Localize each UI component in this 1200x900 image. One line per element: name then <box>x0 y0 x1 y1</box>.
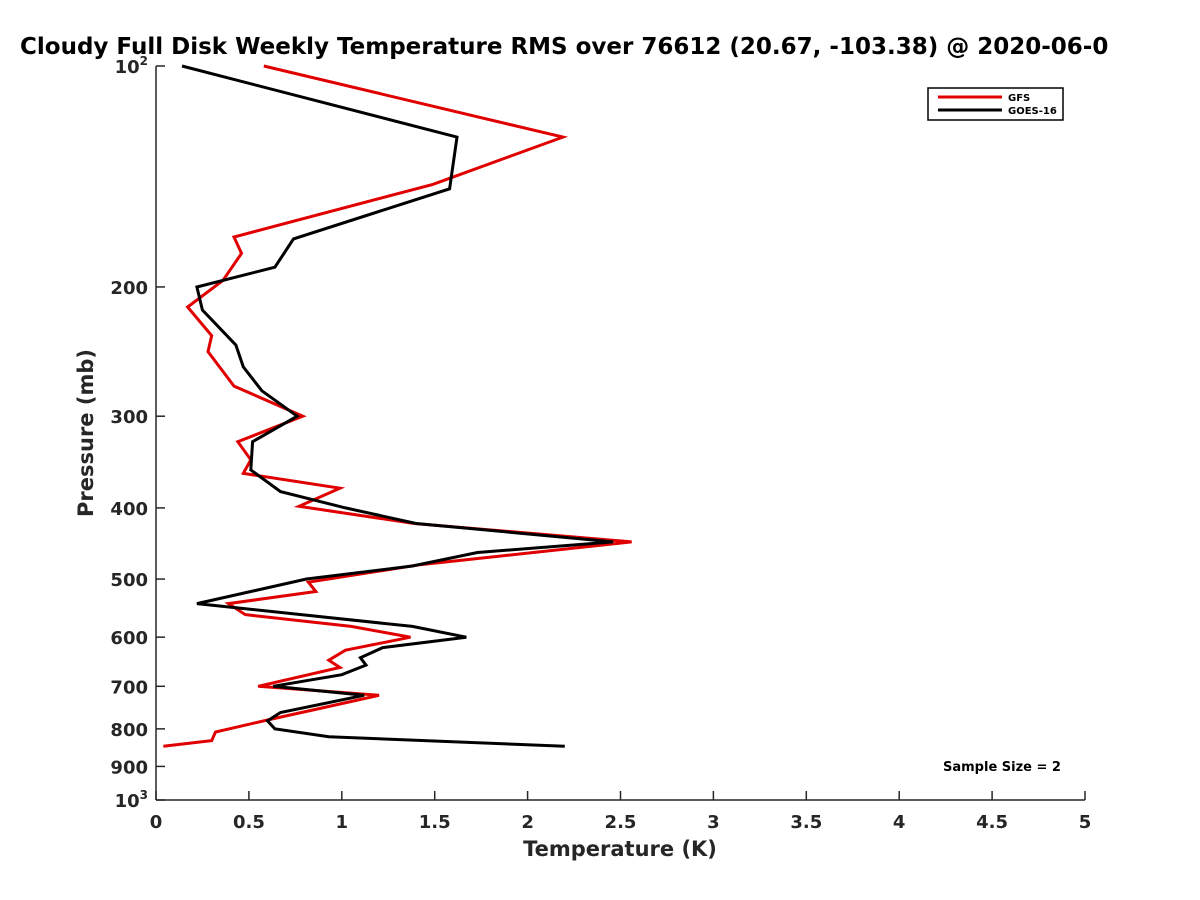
legend-box <box>927 87 1064 121</box>
legend-label-gfs: GFS <box>1008 93 1030 104</box>
x-tick-label: 2.5 <box>605 812 637 833</box>
x-tick-label: 1.5 <box>419 812 451 833</box>
y-axis-ticks: 102 200 300 400 500 600 700 800 900 103 <box>110 54 165 812</box>
series-layer <box>163 64 632 748</box>
legend: GFS GOES-16 <box>927 87 1064 121</box>
y-tick-label: 700 <box>110 677 148 698</box>
x-tick-label: 5 <box>1079 812 1092 833</box>
x-tick-label: 4 <box>893 812 906 833</box>
x-tick-label: 3.5 <box>790 812 822 833</box>
y-tick-label: 800 <box>110 720 148 741</box>
x-tick-label: 0 <box>150 812 163 833</box>
chart-title: Cloudy Full Disk Weekly Temperature RMS … <box>20 34 1108 60</box>
y-tick-label: 500 <box>110 570 148 591</box>
y-tick-label: 300 <box>110 407 148 428</box>
y-tick-label: 102 <box>115 54 148 78</box>
y-tick-label: 600 <box>110 628 148 649</box>
series-line-goes-16 <box>181 64 614 748</box>
x-tick-label: 2 <box>521 812 534 833</box>
x-tick-label: 3 <box>707 812 720 833</box>
x-tick-label: 4.5 <box>976 812 1008 833</box>
y-axis-label: Pressure (mb) <box>74 349 98 517</box>
y-tick-label: 400 <box>110 499 148 520</box>
y-tick-label: 900 <box>110 757 148 778</box>
x-tick-label: 0.5 <box>233 812 265 833</box>
sample-size-annotation: Sample Size = 2 <box>943 760 1061 775</box>
y-tick-label: 103 <box>115 788 148 812</box>
y-tick-label: 200 <box>110 278 148 299</box>
legend-label-goes-16: GOES-16 <box>1008 106 1057 117</box>
x-axis-ticks: 0 0.5 1 1.5 2 2.5 3 3.5 4 4.5 5 <box>150 791 1092 833</box>
x-axis-label: Temperature (K) <box>523 837 717 861</box>
x-tick-label: 1 <box>336 812 349 833</box>
